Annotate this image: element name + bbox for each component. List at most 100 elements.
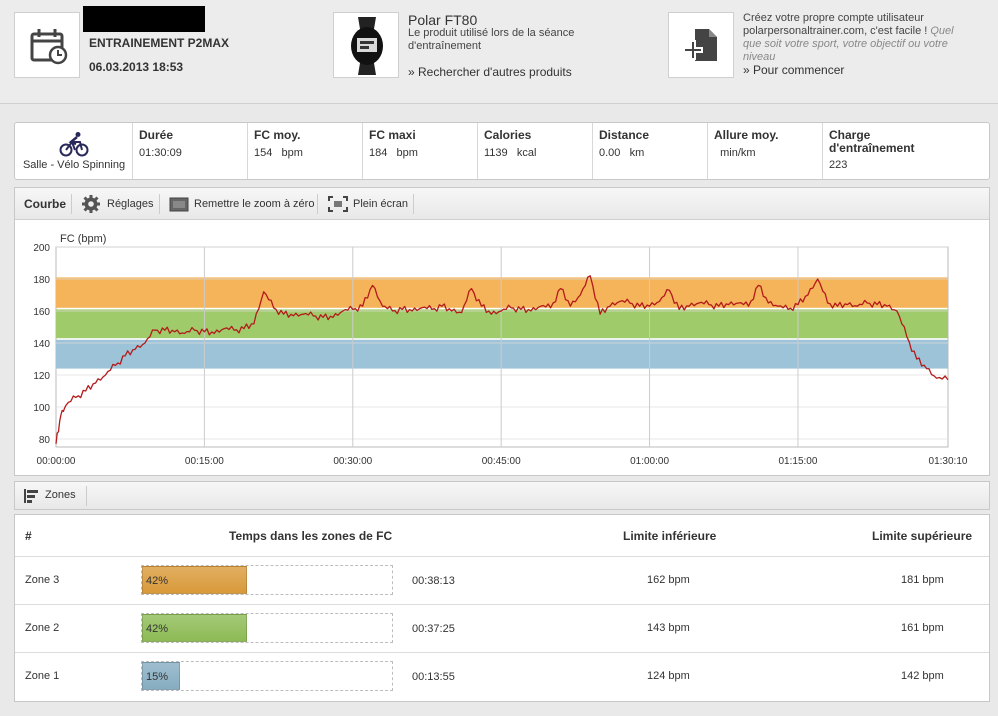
stat-label: Distance xyxy=(599,128,650,142)
account-text-4: niveau xyxy=(743,51,776,63)
settings-button[interactable]: Réglages xyxy=(107,198,154,210)
heart-rate-chart[interactable]: 80 100 120 140 160 180 200 00:00:00 00:15:00 00:3… xyxy=(15,221,989,475)
stat-label: Durée xyxy=(139,128,174,142)
hr-zone-band xyxy=(56,309,948,339)
stat-value: 0.00 km xyxy=(599,147,645,159)
stat-value: 184 bpm xyxy=(369,147,418,159)
zone-upper-limit: 181 bpm xyxy=(901,574,944,586)
chart-toolbar: Courbe Réglages Remettre le zoom à zéro … xyxy=(15,188,989,220)
stat-value: 1139 kcal xyxy=(484,147,537,159)
watch-icon xyxy=(351,17,383,75)
zone-bar-fill xyxy=(142,566,247,594)
reset-zoom-button[interactable]: Remettre le zoom à zéro xyxy=(194,198,315,210)
stat-label: Calories xyxy=(484,128,532,142)
header-upper-limit: Limite supérieure xyxy=(872,529,973,543)
stat-label: FC maxi xyxy=(369,128,416,142)
account-text-3: que soit votre sport, votre objectif ou … xyxy=(743,38,948,50)
zone-lower-limit: 124 bpm xyxy=(647,670,690,682)
stat-value: min/km xyxy=(714,147,756,159)
zone-time: 00:38:13 xyxy=(412,575,455,587)
sport-cell: Salle - Vélo Spinning xyxy=(15,123,133,179)
zone-bar-fill xyxy=(142,614,247,642)
stats-bar: Salle - Vélo Spinning Durée 01:30:09 FC mo… xyxy=(14,122,990,180)
heart-rate-line xyxy=(55,275,949,444)
zones-tab[interactable]: Zones xyxy=(45,489,76,501)
zone-bar-track: 42% xyxy=(141,613,393,643)
session-header: ENTRAINEMENT P2MAX 06.03.2013 18:53 Pola… xyxy=(0,0,998,104)
x-tick-label: 00:15:00 xyxy=(185,456,224,467)
y-tick-label: 140 xyxy=(33,339,50,350)
toolbar-divider xyxy=(413,194,414,214)
x-tick-label: 01:30:10 xyxy=(929,456,968,467)
calendar-icon-box xyxy=(14,12,80,78)
zone-percent: 42% xyxy=(146,623,169,635)
x-tick-label: 00:45:00 xyxy=(482,456,521,467)
toolbar-divider xyxy=(86,486,87,506)
zone-name: Zone 2 xyxy=(25,622,60,634)
y-tick-label: 100 xyxy=(33,403,50,414)
search-products-link[interactable]: » Rechercher d'autres produits xyxy=(408,65,572,79)
product-image-box xyxy=(333,12,399,78)
stat-cell: Durée 01:30:09 xyxy=(133,123,248,179)
stat-cell: FC maxi 184 bpm xyxy=(363,123,478,179)
header-num: # xyxy=(25,529,32,543)
stat-cell: Charge d'entraînement 223 xyxy=(823,123,989,179)
zone-time: 00:37:25 xyxy=(412,623,455,635)
stat-label: FC moy. xyxy=(254,128,301,142)
y-tick-label: 200 xyxy=(33,243,50,254)
stat-value: 01:30:09 xyxy=(139,147,182,159)
stat-label: Charge d'entraînement xyxy=(829,128,915,155)
header-time-in-zones: Temps dans les zones de FC xyxy=(229,529,393,543)
zones-table: # Temps dans les zones de FC Limite infé… xyxy=(14,514,990,702)
y-tick-label: 80 xyxy=(39,435,51,446)
zone-row: Zone 3 42% 00:38:13 162 bpm 181 bpm xyxy=(15,557,989,605)
fullscreen-button[interactable]: Plein écran xyxy=(353,198,409,210)
zone-time: 00:13:55 xyxy=(412,671,455,683)
session-date: 06.03.2013 18:53 xyxy=(89,60,184,74)
stat-value: 154 bpm xyxy=(254,147,303,159)
zones-icon[interactable] xyxy=(23,488,39,504)
get-started-link[interactable]: » Pour commencer xyxy=(743,63,845,77)
account-text-2: polarpersonaltrainer.com, c'est facile !… xyxy=(743,25,954,37)
reset-zoom-icon[interactable] xyxy=(169,197,189,212)
product-name: Polar FT80 xyxy=(408,12,478,28)
stat-label: Allure moy. xyxy=(714,128,779,142)
toolbar-divider xyxy=(71,194,72,214)
sport-label: Salle - Vélo Spinning xyxy=(22,159,126,171)
zones-toolbar: Zones xyxy=(14,481,990,510)
tab-curve[interactable]: Courbe xyxy=(24,197,66,211)
zone-lower-limit: 162 bpm xyxy=(647,574,690,586)
add-document-icon xyxy=(683,29,717,61)
add-account-icon-box xyxy=(668,12,734,78)
session-title: ENTRAINEMENT P2MAX xyxy=(89,36,230,50)
redacted-username xyxy=(83,6,205,32)
zone-row: Zone 2 42% 00:37:25 143 bpm 161 bpm xyxy=(15,605,989,653)
account-text-1: Créez votre propre compte utilisateur xyxy=(743,12,924,24)
stat-cell: Calories 1139 kcal xyxy=(478,123,593,179)
fullscreen-icon[interactable] xyxy=(328,196,348,212)
hr-zone-band xyxy=(56,277,948,308)
zone-percent: 42% xyxy=(146,575,169,587)
zone-lower-limit: 143 bpm xyxy=(647,622,690,634)
y-tick-label: 160 xyxy=(33,307,50,318)
stat-cell: FC moy. 154 bpm xyxy=(248,123,363,179)
zone-name: Zone 1 xyxy=(25,670,60,682)
stat-cell: Distance 0.00 km xyxy=(593,123,708,179)
zone-bar-fill xyxy=(142,662,180,690)
zone-upper-limit: 142 bpm xyxy=(901,670,944,682)
gear-icon[interactable] xyxy=(81,194,101,214)
zone-bar-track: 42% xyxy=(141,565,393,595)
zone-upper-limit: 161 bpm xyxy=(901,622,944,634)
header-lower-limit: Limite inférieure xyxy=(623,529,717,543)
hr-zone-band xyxy=(56,339,948,369)
toolbar-divider xyxy=(159,194,160,214)
chart-panel: Courbe Réglages Remettre le zoom à zéro … xyxy=(14,187,990,476)
calendar-icon xyxy=(30,29,68,65)
product-desc-2: d'entraînement xyxy=(408,40,482,52)
zone-bar-track: 15% xyxy=(141,661,393,691)
x-tick-label: 00:00:00 xyxy=(37,456,76,467)
x-tick-label: 00:30:00 xyxy=(333,456,372,467)
cyclist-icon xyxy=(59,132,89,157)
y-axis-label: FC (bpm) xyxy=(60,233,106,245)
x-tick-label: 01:15:00 xyxy=(778,456,817,467)
